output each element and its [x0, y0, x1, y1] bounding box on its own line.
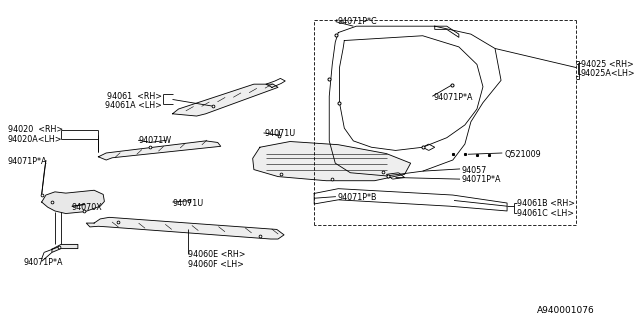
- Text: 94025A<LH>: 94025A<LH>: [580, 69, 636, 78]
- Text: 94061B <RH>: 94061B <RH>: [517, 199, 575, 208]
- Text: A940001076: A940001076: [537, 306, 595, 315]
- Polygon shape: [42, 190, 104, 213]
- Text: 94071U: 94071U: [265, 129, 296, 138]
- Text: 94071U: 94071U: [173, 198, 204, 207]
- Polygon shape: [52, 244, 78, 252]
- Text: Q521009: Q521009: [505, 150, 541, 159]
- Polygon shape: [253, 141, 411, 181]
- Polygon shape: [99, 141, 221, 160]
- Text: 94061A <LH>: 94061A <LH>: [106, 101, 163, 110]
- Polygon shape: [86, 217, 284, 239]
- Text: 94071P*B: 94071P*B: [337, 193, 376, 202]
- Text: 94057: 94057: [461, 166, 486, 175]
- Text: 94020  <RH>: 94020 <RH>: [8, 125, 63, 134]
- Text: 94071P*A: 94071P*A: [24, 258, 63, 267]
- Text: 94025 <RH>: 94025 <RH>: [580, 60, 634, 69]
- Text: 94071P*A: 94071P*A: [8, 157, 47, 166]
- Text: 94061  <RH>: 94061 <RH>: [108, 92, 163, 101]
- Text: 94071P*A: 94071P*A: [433, 93, 473, 102]
- Text: 94071P*A: 94071P*A: [461, 175, 500, 184]
- Text: 94060F <LH>: 94060F <LH>: [188, 260, 243, 269]
- Text: 94061C <LH>: 94061C <LH>: [517, 209, 574, 218]
- Polygon shape: [173, 84, 278, 116]
- Text: 94070X: 94070X: [72, 203, 102, 212]
- Text: 94071W: 94071W: [138, 136, 172, 145]
- Text: 94060E <RH>: 94060E <RH>: [188, 251, 245, 260]
- Text: 94071P*C: 94071P*C: [337, 17, 377, 26]
- Text: 94020A<LH>: 94020A<LH>: [8, 135, 63, 144]
